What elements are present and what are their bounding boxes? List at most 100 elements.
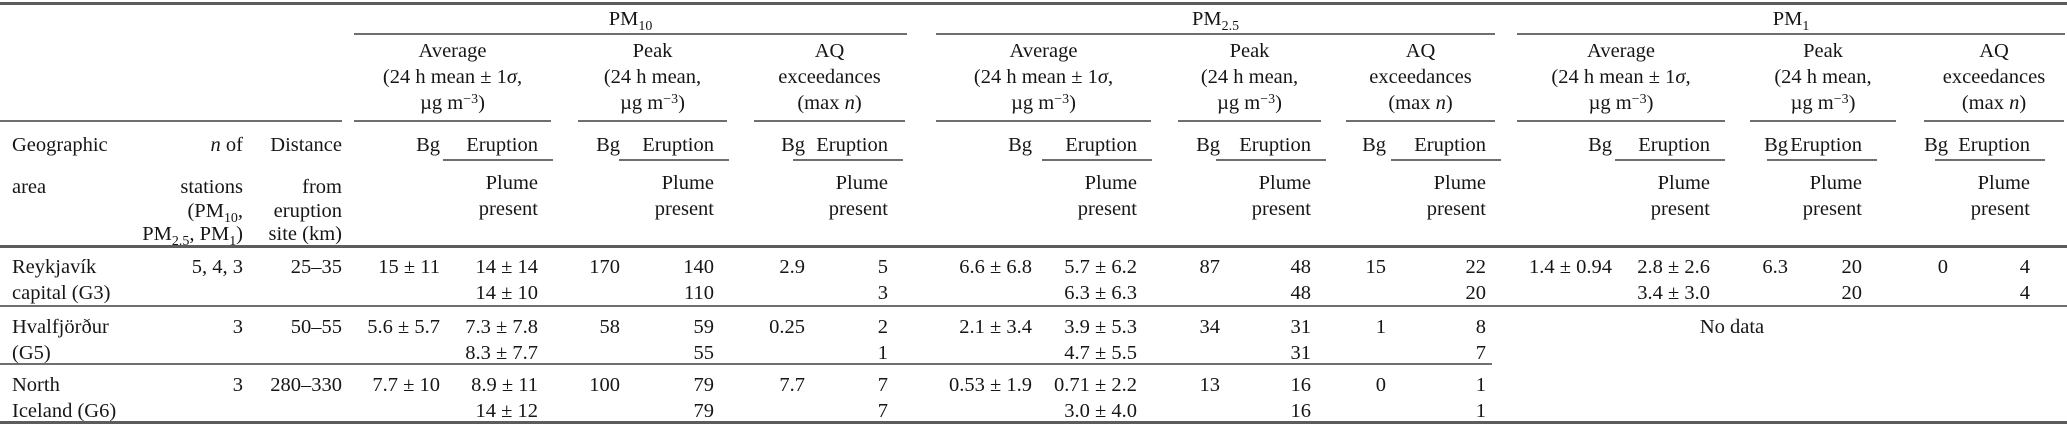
value-line: 1 bbox=[877, 342, 888, 364]
header-line: (24 h mean, bbox=[1774, 66, 1872, 88]
note-line: present bbox=[1650, 198, 1710, 220]
value-line: 20 bbox=[1841, 282, 1863, 304]
plume-present-note: Plume present bbox=[1920, 170, 2030, 222]
header-text: ) bbox=[1848, 92, 1856, 114]
header-text: ) bbox=[854, 92, 862, 114]
header-text: ) bbox=[678, 92, 685, 114]
rule-eruption-aq-pm10 bbox=[793, 159, 903, 161]
value-line: 16 bbox=[1290, 400, 1312, 422]
plume-present-note: Plume present bbox=[428, 170, 538, 222]
header-text: (24 h mean ± 1 bbox=[973, 66, 1098, 88]
header-text: µg m bbox=[1790, 92, 1834, 114]
header-line: µg m−3) bbox=[354, 90, 551, 116]
header-line: µg m−3) bbox=[936, 90, 1151, 116]
cell-pm25-aq-bg: 1 bbox=[1375, 316, 1386, 338]
header-text: (24 h mean ± 1 bbox=[382, 66, 507, 88]
plume-present-note: Plume present bbox=[1600, 170, 1710, 222]
header-text: ) bbox=[2019, 92, 2027, 114]
plume-present-note: Plume present bbox=[1027, 170, 1137, 222]
note-line: present bbox=[654, 198, 714, 220]
cell-pm25-peak-bg: 87 bbox=[1199, 256, 1221, 278]
italic-n: n bbox=[210, 134, 221, 156]
sigma-symbol: σ bbox=[506, 66, 517, 88]
note-line: present bbox=[478, 198, 538, 220]
col-header-bg: Bg bbox=[1924, 134, 1948, 156]
col-header-eruption: Eruption bbox=[1414, 134, 1486, 156]
cell-area: North Iceland (G6) bbox=[12, 372, 162, 424]
rule-row2-row3-partial bbox=[0, 363, 1492, 365]
note-line: Plume bbox=[1433, 172, 1486, 194]
col-header-bg: Bg bbox=[1196, 134, 1220, 156]
cell-pm1-avg-eruption: 2.8 ± 2.6 3.4 ± 3.0 bbox=[1620, 254, 1710, 306]
cell-pm10-aq-bg: 2.9 bbox=[779, 256, 805, 278]
cell-area: Reykjavík capital (G3) bbox=[12, 254, 162, 306]
header-line: exceedances bbox=[1369, 66, 1472, 88]
sigma-symbol: σ bbox=[1675, 66, 1686, 88]
value-line: 3 bbox=[877, 282, 888, 304]
rule-eruption-avg-pm1 bbox=[1615, 159, 1725, 161]
superscript: −3 bbox=[1054, 92, 1070, 108]
header-text: , bbox=[516, 66, 523, 88]
cell-distance: 50–55 bbox=[290, 316, 342, 338]
value-line: 55 bbox=[693, 342, 715, 364]
header-line: exceedances bbox=[778, 66, 881, 88]
stub-header-from: from bbox=[302, 176, 342, 198]
value-line: 4 bbox=[2019, 256, 2030, 278]
header-text: ) bbox=[1646, 92, 1654, 114]
rule-group-pm1 bbox=[1517, 33, 2065, 35]
stub-header-geographic: Geographic bbox=[12, 134, 108, 156]
header-text: (PM bbox=[187, 200, 224, 222]
italic-n: n bbox=[1435, 92, 1446, 114]
value-line: (G5) bbox=[12, 342, 51, 364]
value-line: 4.7 ± 5.5 bbox=[1064, 342, 1137, 364]
cell-pm25-peak-eruption: 31 31 bbox=[1228, 314, 1312, 366]
rule-sub-aq-pm1 bbox=[1924, 120, 2064, 122]
value-line: 48 bbox=[1290, 256, 1312, 278]
note-line: Plume bbox=[1809, 172, 1862, 194]
stub-header-site-km: site (km) bbox=[268, 223, 342, 245]
plume-present-note: Plume present bbox=[1376, 170, 1486, 222]
header-text: of bbox=[220, 134, 243, 156]
header-text: (max bbox=[1961, 92, 2010, 114]
header-line: µg m−3) bbox=[1517, 90, 1725, 116]
rule-eruption-peak-pm1 bbox=[1767, 159, 1877, 161]
rule-sub-aq-pm10 bbox=[754, 120, 905, 122]
header-text: , bbox=[1107, 66, 1114, 88]
header-line: AQ bbox=[1979, 40, 2009, 62]
header-line: Peak bbox=[1803, 40, 1843, 62]
value-line: Hvalfjörður bbox=[12, 316, 109, 338]
group-title-text: PM bbox=[608, 8, 639, 30]
rule-bottom bbox=[0, 421, 2067, 424]
italic-n: n bbox=[2009, 92, 2020, 114]
note-line: Plume bbox=[485, 172, 538, 194]
cell-pm10-avg-bg: 5.6 ± 5.7 bbox=[367, 316, 440, 338]
subscript: 2.5 bbox=[171, 233, 190, 249]
header-line: µg m−3) bbox=[1178, 90, 1321, 116]
header-line: Average bbox=[1587, 40, 1655, 62]
cell-pm25-aq-bg: 0 bbox=[1375, 374, 1386, 396]
value-line: 8.9 ± 11 bbox=[471, 374, 538, 396]
stub-header-area: area bbox=[12, 176, 47, 198]
col-header-aq-pm10: AQ exceedances (max n) bbox=[754, 38, 905, 116]
header-line: (24 h mean ± 1σ, bbox=[354, 64, 551, 90]
value-line: 14 ± 12 bbox=[475, 400, 538, 422]
header-text: µg m bbox=[1011, 92, 1055, 114]
rule-eruption-aq-pm1 bbox=[1935, 159, 2045, 161]
col-header-peak-pm25: Peak (24 h mean, µg m−3) bbox=[1178, 38, 1321, 116]
note-line: present bbox=[1802, 198, 1862, 220]
rule-eruption-peak-pm25 bbox=[1216, 159, 1326, 161]
col-header-eruption: Eruption bbox=[1239, 134, 1311, 156]
sigma-symbol: σ bbox=[1097, 66, 1108, 88]
note-line: present bbox=[1970, 198, 2030, 220]
rule-sub-aq-pm25 bbox=[1346, 120, 1495, 122]
plume-present-note: Plume present bbox=[778, 170, 888, 222]
col-header-average-pm25: Average (24 h mean ± 1σ, µg m−3) bbox=[936, 38, 1151, 116]
value-line: 20 bbox=[1465, 282, 1487, 304]
stub-header-n-of: n of bbox=[100, 132, 243, 158]
cell-n-stations: 3 bbox=[232, 316, 243, 338]
value-line: 31 bbox=[1290, 316, 1312, 338]
cell-pm10-peak-bg: 58 bbox=[599, 316, 621, 338]
header-line: (24 h mean ± 1σ, bbox=[936, 64, 1151, 90]
cell-pm10-peak-eruption: 79 79 bbox=[628, 372, 715, 424]
